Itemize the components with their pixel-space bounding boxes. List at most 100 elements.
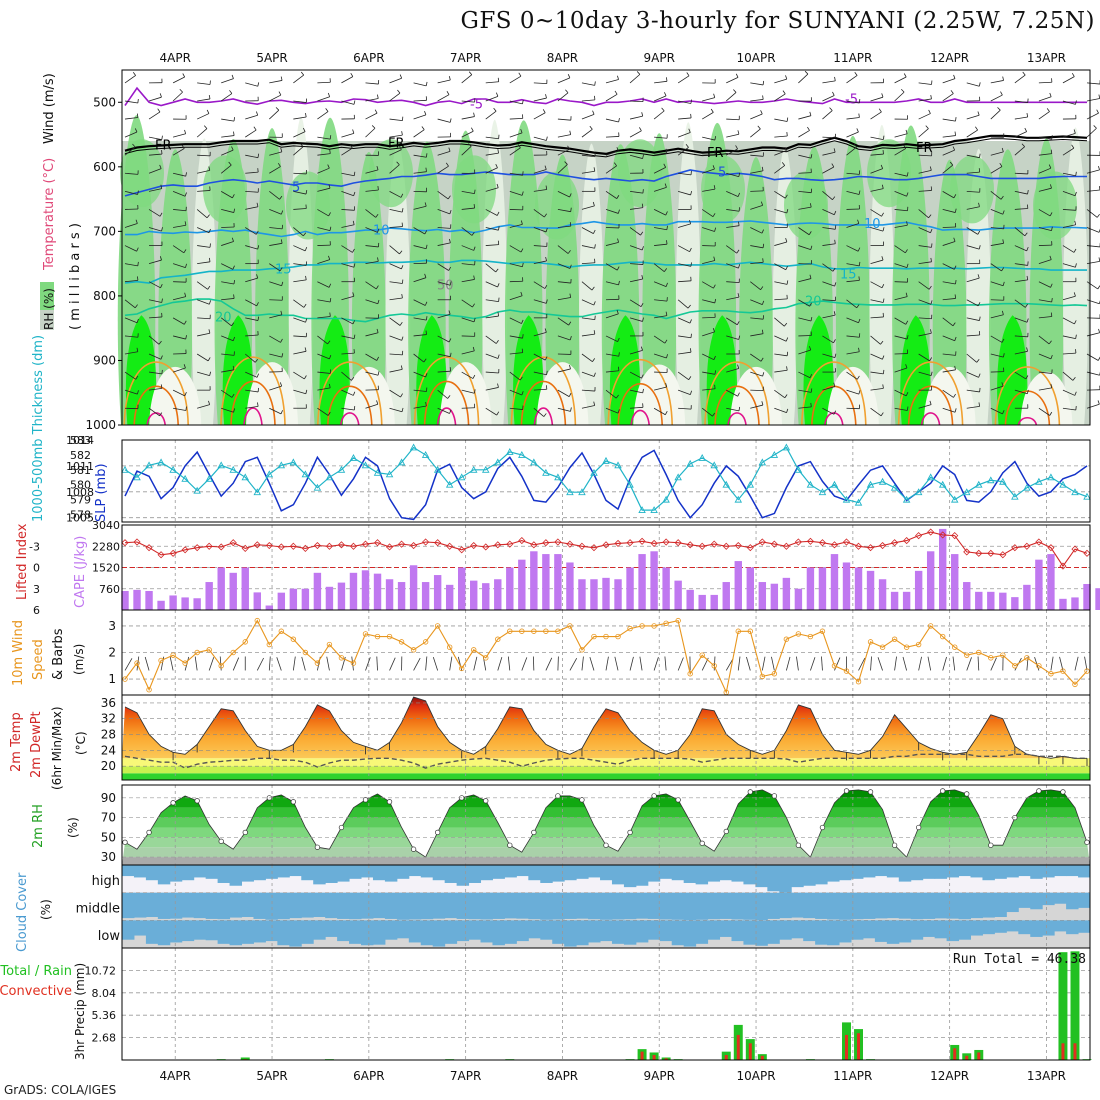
wind-barb-feather [1093,125,1097,129]
cloud-bar-middle [767,892,780,919]
wind-barb [1014,263,1028,266]
wind-barb-feather [761,166,764,171]
wind-barb [509,117,523,120]
wind-barb-feather [930,228,933,233]
wind-barb [413,299,426,306]
wind-barb-feather [617,75,619,80]
wind-barb-feather [858,113,860,118]
wind-barb [581,262,595,265]
cloud-bar-low [755,920,768,946]
cape-bar [926,551,935,610]
wind-barb [942,190,955,199]
cloud-bar-low [779,920,792,940]
wind-barb-feather [857,219,860,224]
wind-barb-feather [256,302,259,307]
wind-barb-feather [567,250,571,254]
cloud-bar-high [229,865,243,886]
wind-barb [629,190,643,194]
isotherm-30 [230,380,276,426]
wind-barb [317,227,331,232]
precip-total-bar [240,1057,250,1060]
wind-barb [1086,260,1100,265]
wind-barb [220,164,232,174]
lifted-index-point [698,542,706,550]
wind-barb [870,96,884,102]
contour-label: -5 [845,93,858,108]
wind-barb [172,148,185,156]
wind-barb-feather [352,248,355,253]
wind-speed-point [350,660,357,666]
wind-barb [293,350,307,355]
wind-barb-feather [208,300,212,305]
wind-barb [461,350,475,355]
wind-barb-feather [449,281,452,286]
wind-barb [750,82,764,86]
wind-barb [293,263,307,266]
wind-barb-feather [545,299,548,304]
lifted-index-label: Lifted Index [15,523,30,600]
wind-barb-feather [664,92,667,97]
cape-bar [1059,598,1067,610]
thickness-point [325,473,334,481]
wind-barb [822,407,835,415]
wind-barb [750,353,762,362]
wind-barb [149,316,163,319]
wind-barb-feather [399,321,403,326]
wind-barb [293,389,306,395]
wind-barb [173,335,186,340]
wind-barb-10m [821,656,823,671]
date-label-bottom: 6APR [353,1069,384,1083]
wind-barb-feather [857,247,861,252]
wind-barb [461,299,473,308]
wind-speed-point [615,633,621,640]
wind-barb-feather [735,73,739,78]
wind-barb [221,149,234,156]
cloud-bar-high [671,865,685,881]
wind-barb-feather [302,232,307,237]
wind-barb-feather [495,268,499,273]
cloud-bar-low [862,920,876,939]
wind-barb [966,406,980,409]
wind-barb [870,153,884,156]
wind-barb [990,80,1004,84]
wind-barb-feather [426,316,428,321]
thickness-point [1035,477,1043,485]
wind-barb-feather [377,228,380,233]
wind-barb-feather [569,193,572,198]
cloud-bar-middle [1030,892,1043,910]
wind-barb [774,191,786,199]
thickness-point [1071,488,1079,496]
wind-barb [990,109,1001,120]
wind-barb-feather [882,384,884,389]
wind-barb-10m [877,657,883,671]
isotherm-20 [124,298,1088,323]
wind-speed-point [483,655,489,661]
wind-barb-feather [353,334,356,339]
wind-barb-10m [870,656,872,671]
rh-plume [158,149,193,425]
wind-speed-point [747,628,753,634]
wind-barb [653,353,667,359]
cloud-bar-high [1042,865,1055,878]
wind-barb-feather [833,311,836,316]
wind-barb-feather [1049,92,1052,97]
wind-barb-feather [522,334,524,339]
wind-barb [870,111,882,120]
wind-barb-feather [256,202,259,207]
thickness-point [566,488,574,496]
wind-barb-10m [581,656,584,671]
isotherm-30 [327,385,373,426]
wind-barb [557,77,571,84]
wind-barb [653,209,666,216]
wind-barb-10m [1059,656,1064,671]
wind-barb [774,135,788,138]
wind-barb [148,259,162,265]
wind-barb-feather [880,340,884,345]
thickness-point [614,461,622,469]
wind-barb [485,110,497,120]
wind-barb-feather [206,214,210,219]
cloud-bar-high [695,865,709,885]
isotherm-35 [727,412,747,426]
wind-barb-feather [521,391,524,396]
cloud-bar-high [504,865,517,878]
